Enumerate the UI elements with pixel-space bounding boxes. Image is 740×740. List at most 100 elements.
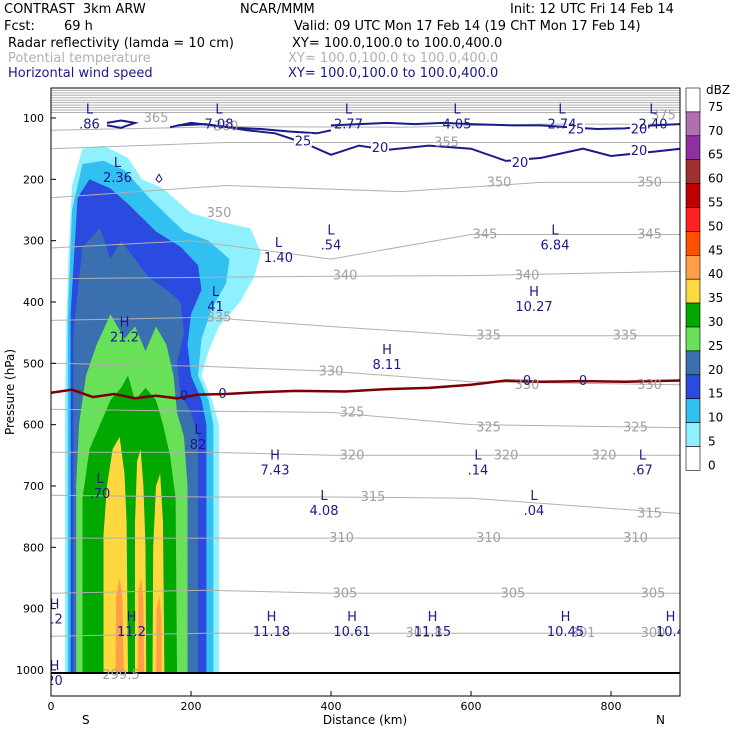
colorbar-swatch — [685, 159, 701, 184]
theta-contour — [51, 123, 680, 131]
low-marker: L — [212, 285, 220, 300]
extremum-value: 41 — [207, 300, 224, 315]
valid-time: Valid: 09 UTC Mon 17 Feb 14 (19 ChT Mon … — [294, 19, 641, 34]
wind-contour-label: 20 — [631, 122, 648, 137]
low-marker: L — [114, 156, 122, 171]
theta-contour — [51, 408, 680, 429]
colorbar-level-label: 45 — [708, 243, 723, 257]
colorbar-swatch — [685, 422, 701, 447]
colorbar-level-label: 55 — [708, 196, 723, 210]
theta-contour — [51, 451, 680, 456]
theta-contour-label: 299.5 — [102, 668, 139, 683]
extremum-value: .67 — [632, 464, 653, 479]
colorbar-swatch — [685, 374, 701, 399]
low-marker: L — [453, 103, 461, 118]
freezing-level-label: 0 — [579, 374, 587, 389]
endpoint-right: N — [656, 713, 665, 727]
high-marker: H — [666, 610, 676, 625]
extremum-value: 1.40 — [264, 251, 293, 266]
extremum-value: 4.05 — [443, 118, 472, 133]
colorbar-unit: dBZ — [706, 83, 730, 97]
extremum-value: 11.15 — [414, 625, 451, 640]
extremum-value: .14 — [468, 464, 489, 479]
extremum-value: 82 — [190, 438, 207, 453]
x-tick-label: 200 — [181, 700, 202, 713]
high-marker: H — [529, 285, 539, 300]
freezing-level-label: 0 — [180, 389, 188, 404]
theta-contour-label: 345 — [637, 228, 662, 243]
low-marker: L — [639, 449, 647, 464]
theta-contour-label: 320 — [340, 448, 365, 463]
colorbar-swatch — [685, 207, 701, 232]
low-marker: L — [96, 472, 104, 487]
theta-contour-label: 335 — [476, 329, 501, 344]
colorbar-level-label: 75 — [708, 100, 723, 114]
high-marker: H — [127, 610, 137, 625]
theta-contour — [51, 316, 680, 337]
freezing-level-label: 0 — [218, 387, 226, 402]
theta-contour-label: 350 — [637, 175, 662, 190]
wind-contour-label: 20 — [631, 144, 648, 159]
colorbar-level-label: 30 — [708, 315, 723, 329]
low-marker: L — [649, 103, 657, 118]
theta-contour-label: 340 — [515, 269, 540, 284]
x-tick-label: 0 — [48, 700, 55, 713]
extremum-value: 10.4 — [656, 625, 685, 640]
extremum-value: 12 — [46, 613, 63, 628]
y-tick-label: 1000 — [16, 664, 44, 677]
reflectivity-shading — [65, 145, 261, 674]
x-tick-label: 600 — [461, 700, 482, 713]
colorbar-level-label: 20 — [708, 363, 723, 377]
colorbar-level-label: 40 — [708, 267, 723, 281]
colorbar-swatch — [685, 326, 701, 352]
extremum-value: 4.08 — [310, 504, 339, 519]
wind-label-bg — [567, 121, 585, 135]
y-tick-label: 600 — [23, 419, 44, 432]
theta-contour-label: 315 — [361, 490, 386, 505]
plot-frame — [50, 87, 681, 697]
extremum-value: 2.40 — [639, 118, 668, 133]
theta-contour-label: 335 — [207, 310, 232, 325]
wind-contour — [330, 121, 680, 131]
extremum-value: 20 — [46, 674, 63, 689]
wind-label-bg — [630, 142, 648, 156]
theta-contour — [51, 234, 680, 260]
low-marker: L — [86, 103, 94, 118]
theta-contour-label: 340 — [333, 269, 358, 284]
colorbar-level-label: 25 — [708, 339, 723, 353]
colorbar-level-label: 5 — [708, 435, 716, 449]
theta-contour-label: 335 — [613, 329, 638, 344]
theta-contour-label: 330 — [515, 378, 540, 393]
theta-contour-label: 305 — [333, 586, 358, 601]
colorbar-swatch — [685, 183, 701, 208]
wind-contour-label: 20 — [512, 156, 529, 171]
extremum-value: 2.74 — [548, 118, 577, 133]
theta-contour-label: 345 — [473, 228, 498, 243]
fcst-label: Fcst: — [4, 19, 35, 34]
low-marker: L — [215, 103, 223, 118]
low-marker: L — [551, 224, 559, 239]
fcst-value: 69 h — [64, 19, 93, 34]
colorbar-swatch — [685, 231, 701, 256]
extremum-value: .70 — [90, 487, 111, 502]
extremum-value: 10.45 — [547, 625, 584, 640]
refl-40-dbz-c — [156, 596, 162, 673]
low-marker: L — [327, 224, 335, 239]
theta-contour — [51, 589, 680, 594]
endpoint-left: S — [82, 713, 90, 727]
low-marker: L — [474, 449, 482, 464]
theta-contour-label: 350 — [207, 206, 232, 221]
extremum-value: .54 — [321, 239, 342, 254]
theta-contour-label: 325 — [476, 421, 501, 436]
high-marker: H — [50, 598, 60, 613]
field-reflectivity-xy: XY= 100.0,100.0 to 100.0,400.0 — [292, 36, 503, 51]
refl-40-dbz-b — [137, 578, 145, 673]
theta-contour-label: 301.8 — [405, 626, 442, 641]
colorbar-level-label: 50 — [708, 219, 723, 233]
theta-contour — [51, 270, 680, 280]
low-marker: L — [558, 103, 566, 118]
wind-label-bg — [511, 155, 529, 169]
extremum-value: 2.77 — [334, 118, 363, 133]
